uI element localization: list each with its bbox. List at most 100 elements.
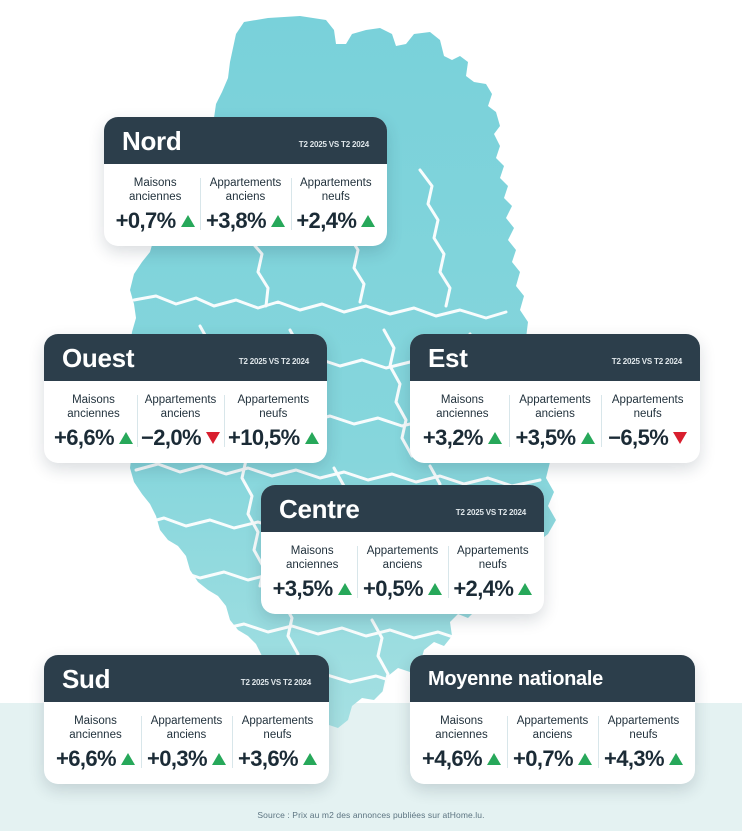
- metric-label: Appartements neufs: [300, 177, 372, 203]
- region-card-nord[interactable]: Nord T2 2025 VS T2 2024 Maisons ancienne…: [104, 117, 387, 246]
- metric-value-row: +10,5%: [228, 427, 319, 449]
- card-period-nord: T2 2025 VS T2 2024: [298, 140, 369, 149]
- trend-up-icon: [337, 583, 352, 595]
- card-body-centre: Maisons anciennes +3,5% Appartements anc…: [261, 532, 544, 614]
- trend-up-icon: [518, 583, 533, 595]
- trend-up-icon: [119, 432, 133, 444]
- metric-value: +10,5%: [228, 425, 300, 450]
- card-header-centre: Centre T2 2025 VS T2 2024: [261, 485, 544, 532]
- metric-value: −6,5%: [608, 425, 669, 450]
- trend-up-icon: [487, 432, 502, 444]
- region-card-sud[interactable]: Sud T2 2025 VS T2 2024 Maisons anciennes…: [44, 655, 329, 784]
- metric-label: Appartements anciens: [366, 545, 439, 571]
- metric-maisons-anciennes: Maisons anciennes +3,2%: [416, 393, 509, 449]
- metric-label: Appartements anciens: [150, 715, 223, 741]
- card-header-ouest: Ouest T2 2025 VS T2 2024: [44, 334, 327, 381]
- card-title-nord: Nord: [122, 125, 182, 156]
- metric-label: Appartements neufs: [237, 394, 310, 420]
- metric-appartements-anciens: Appartements anciens +3,5%: [508, 393, 602, 449]
- metric-value-row: +0,3%: [145, 748, 228, 770]
- metric-value-row: +3,5%: [513, 427, 598, 449]
- metric-label: Appartements neufs: [607, 715, 680, 741]
- metric-label: Maisons anciennes: [285, 545, 339, 571]
- card-body-sud: Maisons anciennes +6,6% Appartements anc…: [44, 702, 329, 784]
- metric-appartements-anciens: Appartements anciens +3,8%: [200, 176, 290, 232]
- trend-up-icon: [580, 432, 595, 444]
- metric-value-row: +3,2%: [420, 427, 505, 449]
- trend-down-icon: [673, 432, 688, 444]
- metric-label: Maisons anciennes: [69, 715, 122, 741]
- metric-value-row: +2,4%: [452, 578, 534, 600]
- card-title-est: Est: [428, 342, 468, 373]
- trend-up-icon: [180, 215, 195, 227]
- metric-label: Maisons anciennes: [435, 715, 488, 741]
- metric-value: +4,3%: [604, 746, 665, 771]
- region-card-centre[interactable]: Centre T2 2025 VS T2 2024 Maisons ancien…: [261, 485, 544, 614]
- card-period-est: T2 2025 VS T2 2024: [611, 357, 682, 366]
- metric-value-row: +4,6%: [420, 748, 503, 770]
- metric-appartements-anciens: Appartements anciens +0,3%: [141, 714, 232, 770]
- trend-up-icon: [121, 753, 135, 765]
- region-card-est[interactable]: Est T2 2025 VS T2 2024 Maisons anciennes…: [410, 334, 700, 463]
- metric-value: +0,7%: [115, 208, 177, 233]
- metric-maisons-anciennes: Maisons anciennes +3,5%: [267, 544, 357, 600]
- metric-value: +4,6%: [422, 746, 483, 771]
- metric-appartements-neufs: Appartements neufs −6,5%: [601, 393, 694, 449]
- metric-appartements-neufs: Appartements neufs +10,5%: [224, 393, 323, 449]
- metric-appartements-anciens: Appartements anciens +0,7%: [507, 714, 598, 770]
- card-header-nord: Nord T2 2025 VS T2 2024: [104, 117, 387, 164]
- metric-value: +3,2%: [422, 425, 484, 450]
- metric-label: Appartements neufs: [241, 715, 314, 741]
- metric-label: Appartements neufs: [457, 545, 529, 571]
- metric-value-row: +2,4%: [295, 210, 377, 232]
- metric-value: +0,7%: [513, 746, 574, 771]
- metric-label: Appartements anciens: [519, 394, 591, 420]
- card-period-centre: T2 2025 VS T2 2024: [455, 508, 526, 517]
- metric-value: +3,5%: [272, 576, 334, 601]
- card-title-ouest: Ouest: [62, 342, 135, 373]
- metric-value-row: +0,7%: [511, 748, 594, 770]
- trend-up-icon: [270, 215, 285, 227]
- card-header-est: Est T2 2025 VS T2 2024: [410, 334, 700, 381]
- metric-label: Maisons anciennes: [67, 394, 120, 420]
- metric-appartements-neufs: Appartements neufs +2,4%: [447, 544, 538, 600]
- metric-value-row: +3,8%: [204, 210, 286, 232]
- card-body-moyenne: Maisons anciennes +4,6% Appartements anc…: [410, 702, 695, 784]
- metric-value: −2,0%: [141, 425, 202, 450]
- metric-value-row: +0,7%: [114, 210, 196, 232]
- card-body-est: Maisons anciennes +3,2% Appartements anc…: [410, 381, 700, 463]
- metric-value: +3,8%: [205, 208, 267, 233]
- trend-up-icon: [578, 753, 592, 765]
- metric-appartements-neufs: Appartements neufs +2,4%: [290, 176, 381, 232]
- metric-maisons-anciennes: Maisons anciennes +6,6%: [50, 393, 137, 449]
- metric-label: Maisons anciennes: [436, 394, 489, 420]
- metric-value-row: +6,6%: [54, 427, 133, 449]
- metric-value-row: −2,0%: [141, 427, 220, 449]
- card-period-sud: T2 2025 VS T2 2024: [240, 678, 311, 687]
- metric-appartements-anciens: Appartements anciens +0,5%: [357, 544, 447, 600]
- source-note: Source : Prix au m2 des annonces publiée…: [257, 810, 485, 820]
- card-header-sud: Sud T2 2025 VS T2 2024: [44, 655, 329, 702]
- card-period-ouest: T2 2025 VS T2 2024: [238, 357, 309, 366]
- metric-label: Appartements anciens: [209, 177, 282, 203]
- trend-up-icon: [212, 753, 226, 765]
- region-card-ouest[interactable]: Ouest T2 2025 VS T2 2024 Maisons ancienn…: [44, 334, 327, 463]
- metric-value-row: −6,5%: [605, 427, 690, 449]
- card-title-sud: Sud: [62, 663, 111, 694]
- card-title-moyenne: Moyenne nationale: [428, 667, 603, 690]
- trend-down-icon: [206, 432, 220, 444]
- trend-up-icon: [303, 753, 317, 765]
- metric-value-row: +4,3%: [602, 748, 685, 770]
- metric-label: Maisons anciennes: [128, 177, 182, 203]
- metric-value: +6,6%: [56, 746, 117, 771]
- metric-value: +6,6%: [54, 425, 115, 450]
- trend-up-icon: [487, 753, 501, 765]
- metric-value: +3,5%: [515, 425, 577, 450]
- metric-appartements-neufs: Appartements neufs +3,6%: [232, 714, 323, 770]
- metric-value-row: +3,5%: [271, 578, 353, 600]
- metric-value: +2,4%: [296, 208, 357, 233]
- card-body-ouest: Maisons anciennes +6,6% Appartements anc…: [44, 381, 327, 463]
- region-card-moyenne-nationale[interactable]: Moyenne nationale Maisons anciennes +4,6…: [410, 655, 695, 784]
- metric-maisons-anciennes: Maisons anciennes +6,6%: [50, 714, 141, 770]
- metric-label: Appartements anciens: [144, 394, 217, 420]
